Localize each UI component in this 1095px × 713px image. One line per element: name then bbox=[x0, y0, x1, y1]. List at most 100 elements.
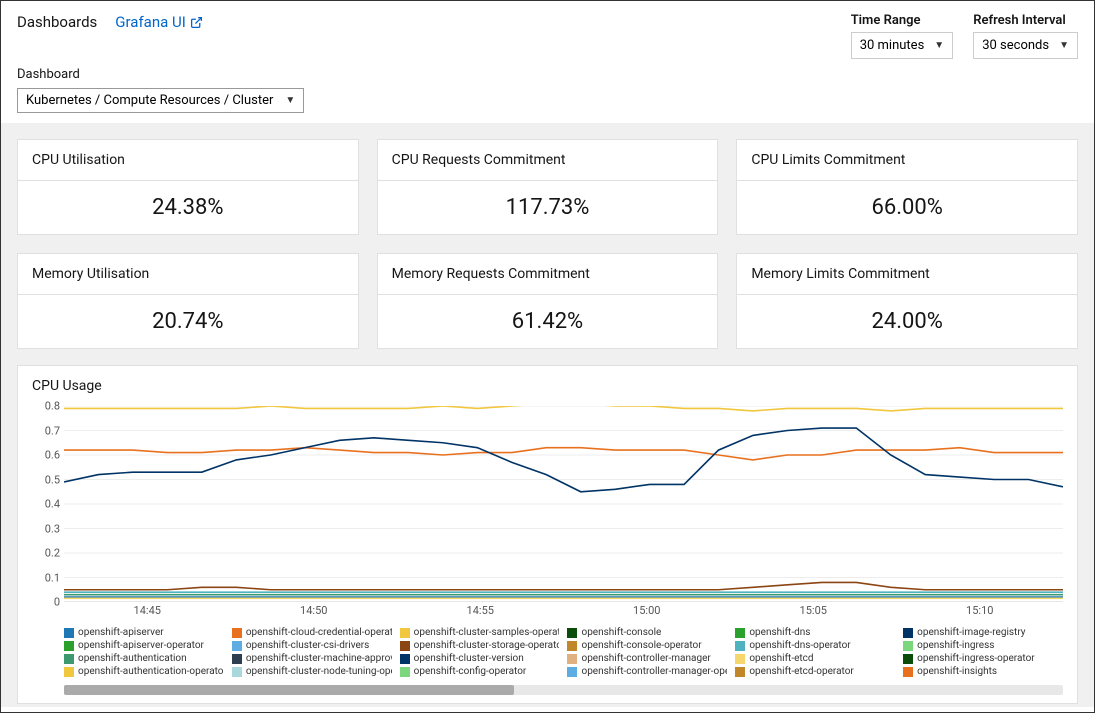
card-title: Memory Limits Commitment bbox=[737, 254, 1077, 295]
card-value: 24.38% bbox=[18, 181, 358, 234]
x-tick-label: 14:45 bbox=[64, 604, 231, 617]
legend-item[interactable]: openshift-ingress-operator bbox=[903, 653, 1063, 664]
y-tick-label: 0.5 bbox=[45, 473, 60, 486]
dashboard-selector-section: Dashboard Kubernetes / Compute Resources… bbox=[1, 67, 1094, 123]
x-tick-label: 15:00 bbox=[564, 604, 731, 617]
legend-item[interactable]: openshift-controller-manager-operator bbox=[567, 666, 727, 677]
legend-item[interactable]: openshift-cluster-version bbox=[400, 653, 560, 664]
legend-swatch bbox=[903, 641, 913, 651]
legend-label: openshift-apiserver-operator bbox=[78, 640, 204, 651]
legend-item[interactable]: openshift-cluster-storage-operator bbox=[400, 640, 560, 651]
legend-swatch bbox=[735, 641, 745, 651]
legend-label: openshift-console bbox=[581, 627, 661, 638]
legend-item[interactable]: openshift-apiserver bbox=[64, 627, 224, 638]
stat-card: CPU Requests Commitment117.73% bbox=[377, 139, 719, 235]
legend-item[interactable]: openshift-cluster-samples-operator bbox=[400, 627, 560, 638]
legend-label: openshift-cloud-credential-operator bbox=[246, 627, 392, 638]
legend-item[interactable]: openshift-etcd-operator bbox=[735, 666, 895, 677]
header-left: Dashboards Grafana UI bbox=[17, 13, 203, 31]
legend-label: openshift-dns-operator bbox=[749, 640, 850, 651]
legend-item[interactable]: openshift-authentication bbox=[64, 653, 224, 664]
legend-item[interactable]: openshift-image-registry bbox=[903, 627, 1063, 638]
legend-label: openshift-ingress-operator bbox=[917, 653, 1035, 664]
dashboard-selector-value: Kubernetes / Compute Resources / Cluster bbox=[26, 93, 273, 108]
legend-item[interactable]: openshift-cluster-machine-approver bbox=[232, 653, 392, 664]
legend-label: openshift-cluster-samples-operator bbox=[414, 627, 560, 638]
legend-label: openshift-cluster-node-tuning-operator bbox=[246, 666, 392, 677]
dashboard-selector-label: Dashboard bbox=[17, 67, 1078, 82]
legend-item[interactable]: openshift-cloud-credential-operator bbox=[232, 627, 392, 638]
card-title: Memory Requests Commitment bbox=[378, 254, 718, 295]
legend-label: openshift-apiserver bbox=[78, 627, 164, 638]
header-controls: Time Range 30 minutes ▼ Refresh Interval… bbox=[851, 13, 1078, 59]
legend-item[interactable]: openshift-cluster-csi-drivers bbox=[232, 640, 392, 651]
legend-swatch bbox=[64, 654, 74, 664]
stat-card: CPU Utilisation24.38% bbox=[17, 139, 359, 235]
stat-card: CPU Limits Commitment66.00% bbox=[736, 139, 1078, 235]
legend-swatch bbox=[735, 628, 745, 638]
stats-cards-grid: CPU Utilisation24.38%CPU Requests Commit… bbox=[17, 139, 1078, 349]
legend-swatch bbox=[567, 628, 577, 638]
caret-down-icon: ▼ bbox=[285, 95, 295, 106]
legend-item[interactable]: openshift-controller-manager bbox=[567, 653, 727, 664]
x-tick-label: 14:55 bbox=[397, 604, 564, 617]
legend-swatch bbox=[903, 667, 913, 677]
legend-label: openshift-etcd bbox=[749, 653, 813, 664]
legend-label: openshift-dns bbox=[749, 627, 810, 638]
legend-label: openshift-cluster-machine-approver bbox=[246, 653, 392, 664]
x-tick-label: 14:50 bbox=[231, 604, 398, 617]
x-axis-labels: 14:4514:5014:5515:0015:0515:10 bbox=[64, 602, 1063, 617]
legend-item[interactable]: openshift-dns-operator bbox=[735, 640, 895, 651]
legend-label: openshift-console-operator bbox=[581, 640, 701, 651]
grafana-link-label: Grafana UI bbox=[115, 13, 186, 31]
legend-swatch bbox=[64, 628, 74, 638]
time-range-group: Time Range 30 minutes ▼ bbox=[851, 13, 954, 59]
time-range-value: 30 minutes bbox=[860, 38, 925, 53]
dashboard-selector-dropdown[interactable]: Kubernetes / Compute Resources / Cluster… bbox=[17, 88, 304, 113]
legend-item[interactable]: openshift-config-operator bbox=[400, 666, 560, 677]
time-range-label: Time Range bbox=[851, 13, 954, 28]
legend-item[interactable]: openshift-dns bbox=[735, 627, 895, 638]
card-value: 117.73% bbox=[378, 181, 718, 234]
legend-item[interactable]: openshift-insights bbox=[903, 666, 1063, 677]
line-chart-svg bbox=[64, 406, 1063, 602]
legend-item[interactable]: openshift-cluster-node-tuning-operator bbox=[232, 666, 392, 677]
legend-swatch bbox=[400, 628, 410, 638]
legend-item[interactable]: openshift-console-operator bbox=[567, 640, 727, 651]
y-tick-label: 0.4 bbox=[45, 498, 60, 511]
legend-swatch bbox=[400, 641, 410, 651]
y-tick-label: 0.2 bbox=[45, 547, 60, 560]
legend-item[interactable]: openshift-authentication-operator bbox=[64, 666, 224, 677]
card-title: CPU Requests Commitment bbox=[378, 140, 718, 181]
x-tick-label: 15:10 bbox=[897, 604, 1064, 617]
legend-swatch bbox=[735, 667, 745, 677]
legend-item[interactable]: openshift-apiserver-operator bbox=[64, 640, 224, 651]
y-tick-label: 0.7 bbox=[45, 424, 60, 437]
legend-label: openshift-ingress bbox=[917, 640, 994, 651]
card-title: CPU Utilisation bbox=[18, 140, 358, 181]
y-tick-label: 0.8 bbox=[45, 400, 60, 413]
legend-swatch bbox=[903, 654, 913, 664]
chart-legend: openshift-apiserver openshift-cloud-crede… bbox=[18, 621, 1077, 681]
time-range-dropdown[interactable]: 30 minutes ▼ bbox=[851, 32, 954, 59]
refresh-interval-dropdown[interactable]: 30 seconds ▼ bbox=[973, 32, 1078, 59]
scrollbar-thumb[interactable] bbox=[64, 685, 514, 695]
legend-label: openshift-authentication-operator bbox=[78, 666, 224, 677]
card-title: CPU Limits Commitment bbox=[737, 140, 1077, 181]
legend-label: openshift-image-registry bbox=[917, 627, 1025, 638]
legend-scrollbar[interactable] bbox=[64, 685, 1063, 695]
refresh-label: Refresh Interval bbox=[973, 13, 1078, 28]
stat-card: Memory Limits Commitment24.00% bbox=[736, 253, 1078, 349]
chart-area: 00.10.20.30.40.50.60.70.8 14:4514:5014:5… bbox=[18, 406, 1077, 621]
card-value: 61.42% bbox=[378, 295, 718, 348]
grafana-link[interactable]: Grafana UI bbox=[115, 13, 203, 31]
legend-item[interactable]: openshift-ingress bbox=[903, 640, 1063, 651]
legend-label: openshift-cluster-storage-operator bbox=[414, 640, 560, 651]
page-title: Dashboards bbox=[17, 13, 97, 31]
legend-item[interactable]: openshift-console bbox=[567, 627, 727, 638]
legend-swatch bbox=[400, 667, 410, 677]
legend-item[interactable]: openshift-etcd bbox=[735, 653, 895, 664]
legend-swatch bbox=[64, 667, 74, 677]
legend-label: openshift-authentication bbox=[78, 653, 187, 664]
cpu-usage-card: CPU Usage 00.10.20.30.40.50.60.70.8 14:4… bbox=[17, 365, 1078, 704]
